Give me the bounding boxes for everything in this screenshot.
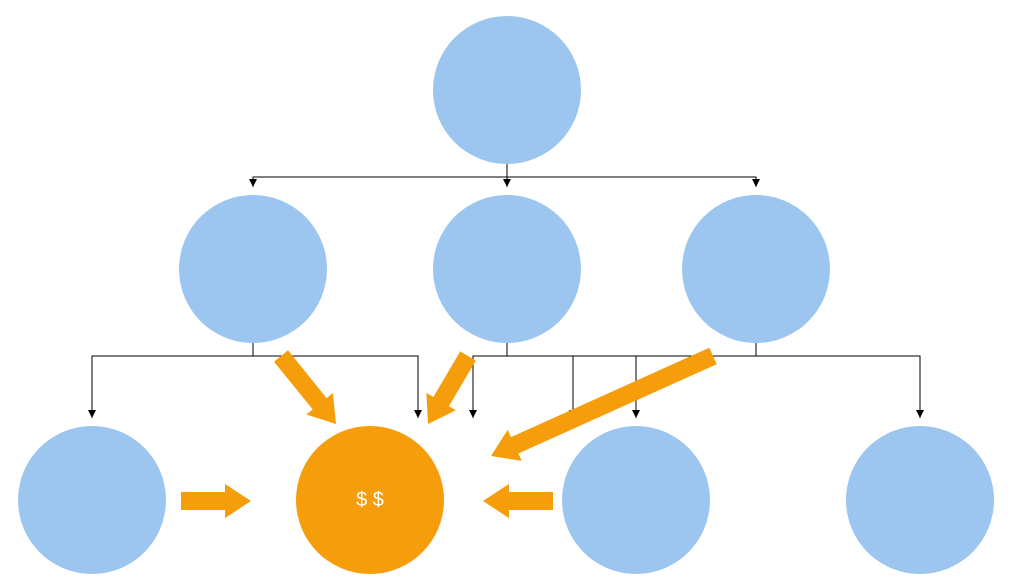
- node-circle: [562, 426, 710, 574]
- node-mid_c: [433, 195, 581, 343]
- node-mid_l: [179, 195, 327, 343]
- edge: [92, 343, 253, 418]
- node-circle: [18, 426, 166, 574]
- node-circle: [846, 426, 994, 574]
- node-leaf_2: $ $: [296, 426, 444, 574]
- node-root: [433, 16, 581, 164]
- diagram-canvas: $ $: [0, 0, 1014, 586]
- flow-arrow: [426, 351, 475, 424]
- flow-arrow: [181, 484, 251, 518]
- node-mid_r: [682, 195, 830, 343]
- node-circle: [433, 16, 581, 164]
- flow-arrow: [274, 350, 336, 424]
- edge: [253, 164, 507, 187]
- edge: [756, 343, 920, 418]
- edge: [253, 343, 418, 418]
- node-leaf_4: [846, 426, 994, 574]
- node-circle: [682, 195, 830, 343]
- edge: [507, 164, 756, 187]
- node-leaf_3: [562, 426, 710, 574]
- node-circle: [179, 195, 327, 343]
- flow-arrow: [483, 484, 553, 518]
- node-leaf_1: [18, 426, 166, 574]
- node-label: $ $: [356, 489, 384, 511]
- edge: [473, 343, 507, 418]
- node-circle: [433, 195, 581, 343]
